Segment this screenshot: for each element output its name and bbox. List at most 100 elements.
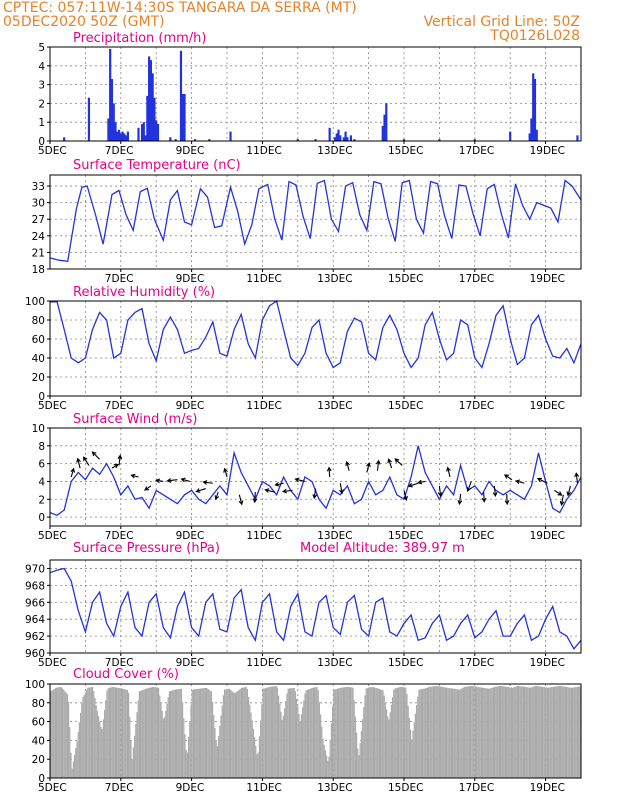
cloud-cover-bar [562, 686, 564, 778]
wind-arrow [481, 492, 487, 503]
precip-ytick-label: 0 [38, 136, 45, 148]
cloud-cover-bar [321, 726, 323, 778]
pressure-xtick-label: 15DEC [388, 657, 423, 669]
cloud-cover-bar [530, 687, 532, 778]
cloud-cover-bar [66, 694, 68, 778]
precip-bar [126, 131, 129, 141]
cloud-cover-bar [384, 702, 386, 778]
cloud-xtick-label: 9DEC [176, 782, 205, 794]
cloud-cover-bar [203, 688, 205, 778]
wind-arrow [180, 477, 190, 483]
cloud-cover-bar [374, 687, 376, 778]
cloud-cover-bar [352, 687, 354, 778]
cloud-cover-bar [459, 689, 461, 778]
cloud-cover-bar [324, 750, 326, 778]
cloud-cover-bar [534, 685, 536, 778]
cloud-cover-bar [328, 756, 330, 778]
rh-xtick-label: 5DEC [38, 400, 67, 412]
wind-arrow [202, 480, 213, 485]
precip-xtick-label: 5DEC [38, 145, 67, 157]
cloud-cover-bar [197, 688, 199, 778]
cloud-cover-bar [100, 726, 102, 778]
cloud-cover-bar [449, 688, 451, 778]
cloud-cover-bar [371, 687, 373, 778]
header-location: CPTEC: 057:11W-14:30S TANGARA DA SERRA (… [3, 0, 357, 16]
cloud-cover-bar [360, 731, 362, 778]
cloud-cover-bar [389, 712, 391, 778]
cloud-cover-bar [311, 687, 313, 778]
cloud-cover-bar [266, 687, 268, 778]
cloud-cover-bar [102, 719, 104, 778]
temp-frame [49, 174, 582, 270]
cloud-cover-bar [128, 692, 130, 778]
cloud-cover-bar [278, 695, 280, 778]
cloud-cover-bar [207, 688, 209, 778]
pressure-xtick-label: 19DEC [530, 657, 565, 669]
cloud-cover-bar [326, 755, 328, 778]
cloud-cover-bar [249, 704, 251, 778]
cloud-xtick-label: 15DEC [388, 782, 423, 794]
cloud-cover-bar [302, 707, 304, 778]
cloud-cover-bar [68, 701, 70, 778]
cloud-cover-bar [72, 761, 74, 778]
cloud-cover-bar [179, 688, 181, 778]
cloud-cover-bar [448, 688, 450, 778]
wind-arrow [274, 481, 284, 487]
header-run-date: 05DEC2020 50Z (GMT) [3, 14, 165, 30]
cloud-cover-bar [298, 714, 300, 778]
cloud-cover-bar [333, 689, 335, 778]
cloud-cover-bar [141, 690, 143, 778]
cloud-cover-bar [551, 687, 553, 778]
cloud-cover-bar [455, 689, 457, 778]
cloud-cover-bar [334, 689, 336, 778]
cloud-cover-bar [222, 695, 224, 778]
cloud-cover-bar [95, 705, 97, 778]
rh-panel: 0 20 40 60 80 100 5DEC 7DEC 9DEC 11DEC 13DEC 15DEC 1… [25, 285, 582, 412]
cloud-cover-bar [238, 689, 240, 778]
rh-xtick-label: 15DEC [388, 400, 423, 412]
cloud-cover-bar [246, 688, 248, 778]
cloud-cover-bar [435, 685, 437, 778]
cloud-cover-bar [71, 768, 73, 778]
cloud-cover-bar [480, 687, 482, 778]
wind-arrow [492, 485, 498, 498]
precip-xtick-label: 15DEC [388, 145, 423, 157]
cloud-cover-bar [454, 688, 456, 778]
wind-series-line [49, 445, 582, 517]
cloud-cover-bar [255, 745, 257, 778]
cloud-cover-bar [423, 688, 425, 778]
cloud-cover-bar [507, 686, 509, 778]
cloud-cover-bar [473, 686, 475, 778]
cloud-cover-bar [140, 690, 142, 778]
wind-arrow [144, 485, 152, 491]
wind-arrow [417, 479, 426, 485]
cloud-cover-bar [320, 714, 322, 778]
cloud-cover-bar [329, 739, 331, 778]
cloud-cover-bar [62, 688, 64, 778]
cloud-cover-bar [214, 728, 216, 778]
cloud-cover-bar [56, 687, 58, 778]
cloud-cover-bar [528, 687, 530, 778]
cloud-cover-bar [447, 687, 449, 778]
precip-bar [151, 73, 154, 141]
cloud-cover-bar [75, 748, 77, 778]
cloud-ytick-label: 60 [32, 717, 45, 729]
cloud-cover-bar [108, 687, 110, 778]
cloud-cover-bar [286, 693, 288, 778]
cloud-cover-bar [350, 687, 352, 778]
cloud-cover-bar [575, 687, 577, 778]
pressure-xtick-label: 5DEC [38, 657, 67, 669]
wind-arrow [312, 488, 318, 500]
cloud-cover-bar [242, 687, 244, 778]
cloud-cover-bar [240, 688, 242, 778]
cloud-cover-bar [297, 706, 299, 778]
cloud-cover-bar [138, 691, 140, 778]
cloud-cover-bar [291, 688, 293, 778]
pressure-xtick-label: 11DEC [246, 657, 281, 669]
cloud-cover-bar [92, 686, 94, 778]
wind-arrow [76, 457, 81, 469]
cloud-cover-bar [431, 686, 433, 778]
cloud-cover-bar [512, 687, 514, 778]
cloud-cover-bar [308, 689, 310, 778]
cloud-cover-bar [258, 736, 260, 778]
